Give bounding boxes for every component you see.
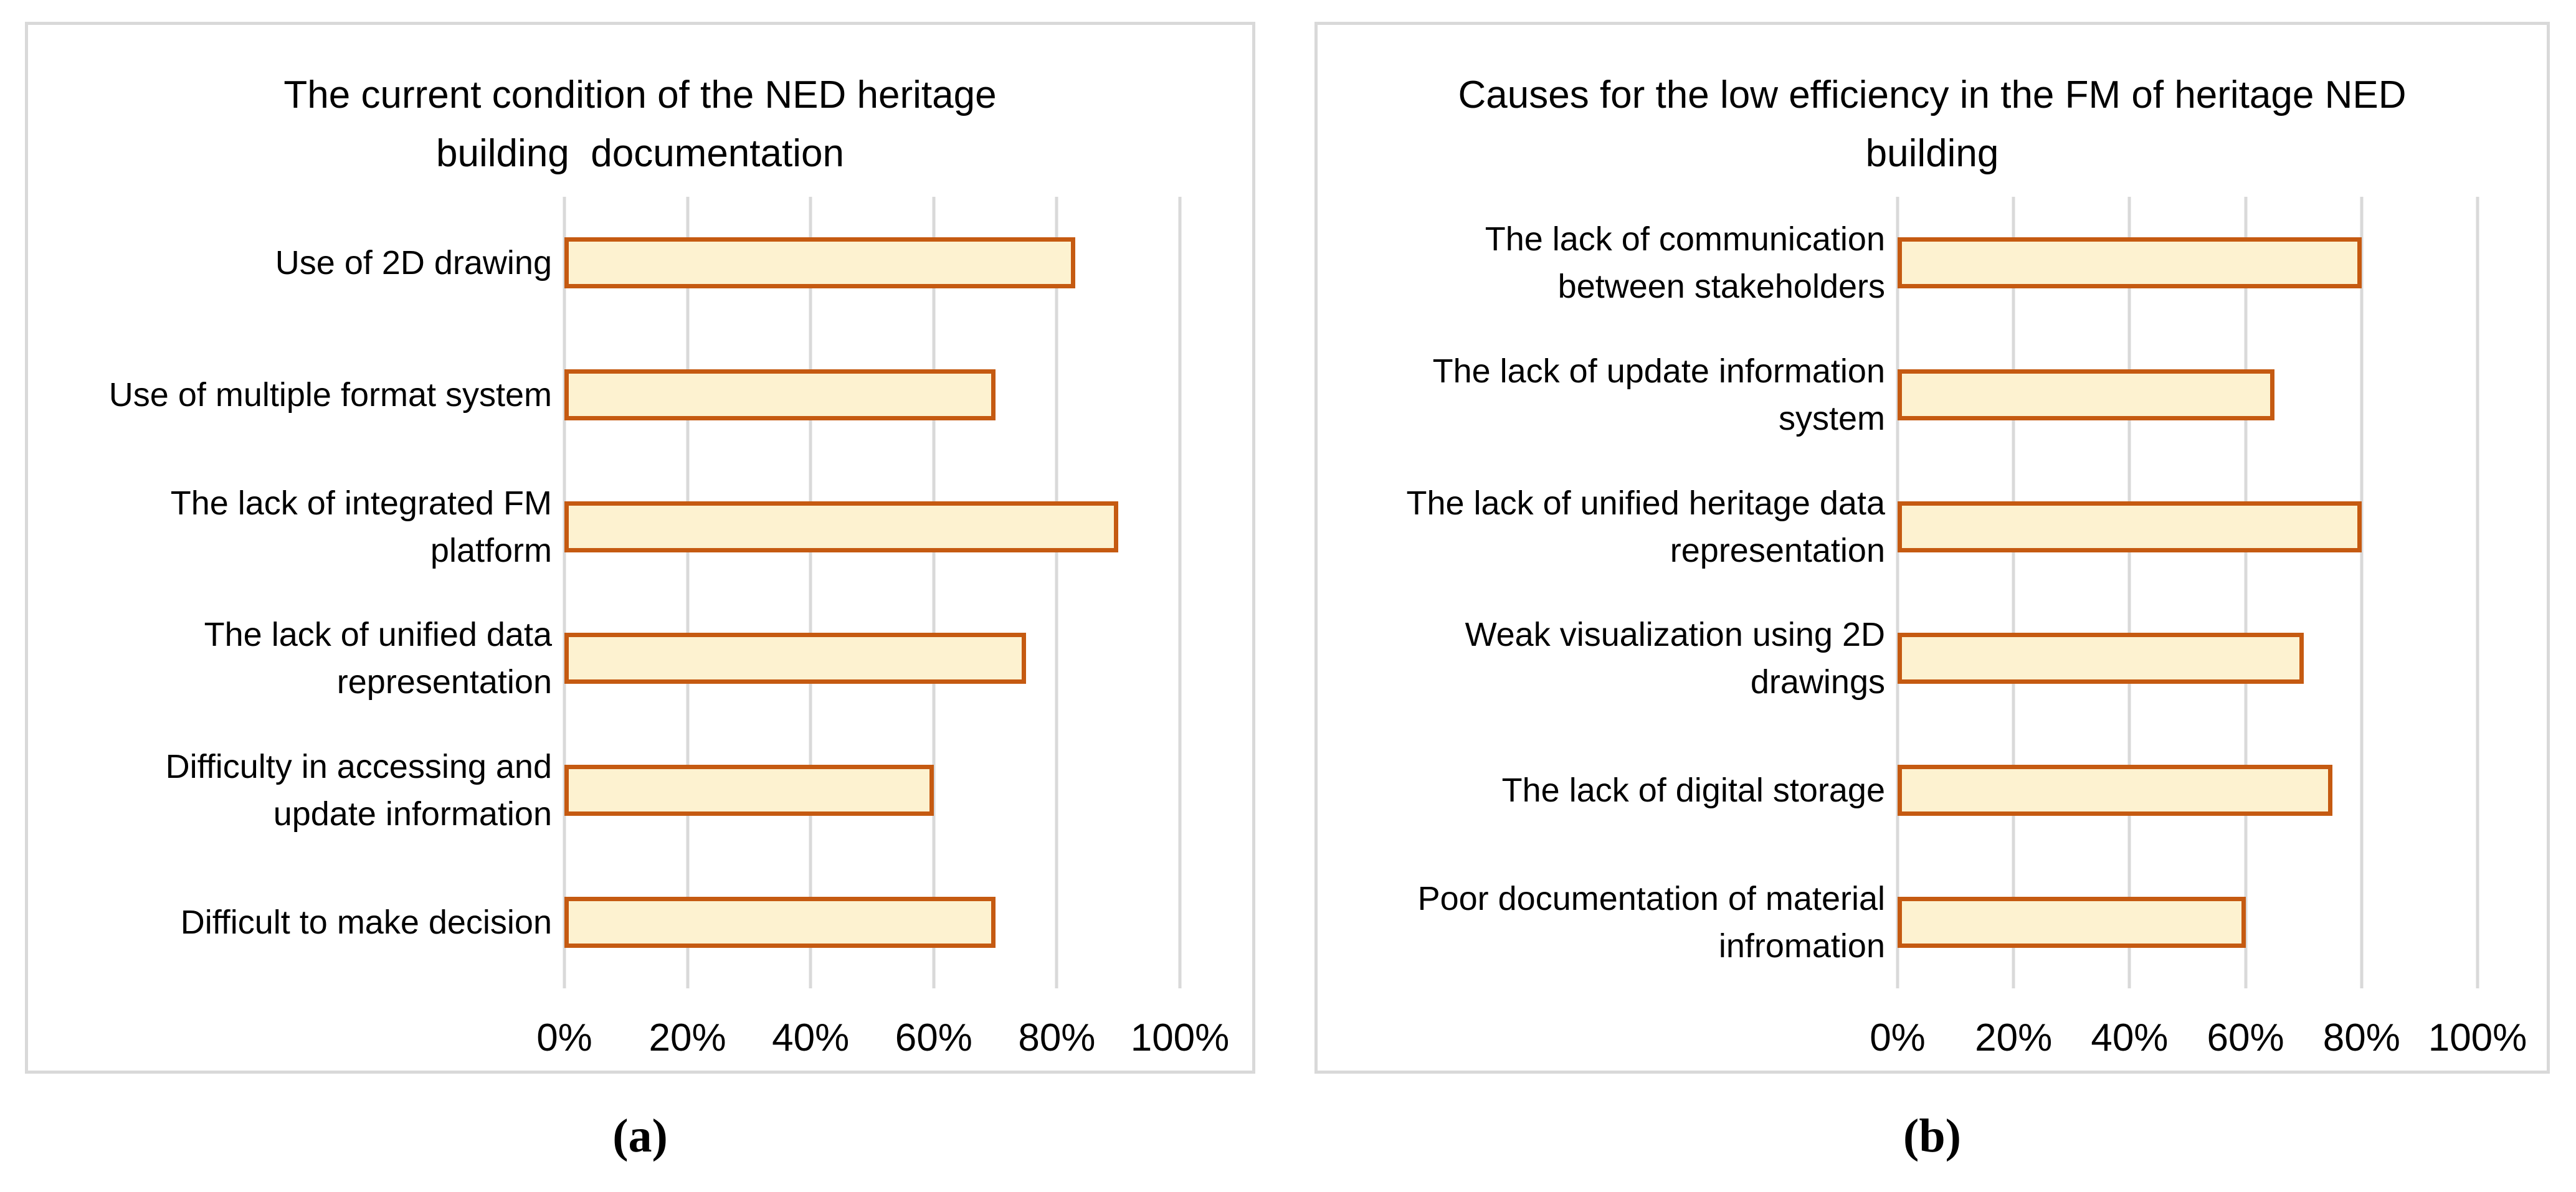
bar-track	[1898, 633, 2478, 684]
chart-panel-b: Causes for the low efficiency in the FM …	[1314, 22, 2550, 1074]
bar-track	[564, 501, 1180, 552]
axis-tick: 20%	[1975, 1016, 2053, 1059]
category-label: Use of multiple format system	[108, 376, 552, 414]
category-label: The lack of digital storage	[1501, 772, 1885, 810]
captions-row: (a) (b)	[0, 1074, 2576, 1164]
bar-track	[1898, 501, 2478, 552]
category-label: The lack of integrated FM platform	[170, 484, 552, 569]
gridline	[2476, 197, 2479, 988]
axis-tick: 60%	[895, 1016, 972, 1059]
chart-panels-row: The current condition of the NED heritag…	[25, 22, 2550, 1074]
category-label: Use of 2D drawing	[275, 244, 552, 281]
bar-a-5	[564, 897, 996, 948]
category-row: The lack of unified data representation	[28, 592, 1252, 724]
chart-title-b: Causes for the low efficiency in the FM …	[1458, 73, 2407, 175]
gridline	[2244, 197, 2248, 988]
bar-b-3	[1898, 633, 2304, 684]
category-row: The lack of integrated FM platform	[28, 461, 1252, 593]
bar-track	[1898, 237, 2478, 288]
bar-b-1	[1898, 369, 2275, 420]
category-label: The lack of communication between stakeh…	[1485, 220, 1885, 305]
bar-rows-b: The lack of communication between stakeh…	[1318, 197, 2547, 988]
axis-tick: 40%	[772, 1016, 850, 1059]
gridline	[1055, 197, 1058, 988]
bar-b-5	[1898, 897, 2246, 948]
bar-track	[564, 369, 1180, 420]
axis-tick: 80%	[2322, 1016, 2400, 1059]
category-row: Difficulty in accessing and update infor…	[28, 724, 1252, 856]
category-row: Use of multiple format system	[28, 329, 1252, 461]
gridline	[2012, 197, 2015, 988]
bar-a-4	[564, 765, 934, 816]
gridline	[686, 197, 690, 988]
category-row: Weak visualization using 2D drawings	[1318, 592, 2547, 724]
caption-a: (a)	[612, 1110, 668, 1162]
category-label: The lack of update information system	[1432, 352, 1885, 437]
category-label: Difficult to make decision	[180, 904, 552, 942]
axis-tick: 60%	[2207, 1016, 2284, 1059]
gridline	[809, 197, 812, 988]
bar-rows-a: Use of 2D drawing Use of multiple format …	[28, 197, 1252, 988]
bar-b-0	[1898, 237, 2362, 288]
bar-track	[564, 633, 1180, 684]
bar-b-4	[1898, 765, 2333, 816]
bar-track	[564, 237, 1180, 288]
bar-track	[564, 765, 1180, 816]
gridline	[1178, 197, 1182, 988]
bar-a-0	[564, 237, 1076, 288]
chart-title-a: The current condition of the NED heritag…	[283, 73, 997, 175]
axis-tick: 0%	[1870, 1016, 1926, 1059]
category-row: Poor documentation of material infromati…	[1318, 856, 2547, 988]
gridlines-a	[563, 197, 1182, 988]
chart-panel-a: The current condition of the NED heritag…	[25, 22, 1255, 1074]
bar-track	[1898, 369, 2478, 420]
category-label: Poor documentation of material infromati…	[1417, 880, 1885, 965]
bar-track	[1898, 765, 2478, 816]
gridline	[563, 197, 566, 988]
bar-b-2	[1898, 501, 2362, 552]
category-row: The lack of digital storage	[1318, 724, 2547, 856]
gridline	[1896, 197, 1899, 988]
axis-tick: 20%	[649, 1016, 726, 1059]
axis-tick: 40%	[2091, 1016, 2169, 1059]
category-row: Use of 2D drawing	[28, 197, 1252, 329]
bar-track	[564, 897, 1180, 948]
category-label: The lack of unified data representation	[204, 616, 552, 701]
gridline	[2360, 197, 2364, 988]
axis-tick: 80%	[1018, 1016, 1096, 1059]
gridline	[932, 197, 936, 988]
x-axis-a: 0% 20% 40% 60% 80% 100%	[536, 1016, 1229, 1072]
category-row: The lack of unified heritage data repres…	[1318, 461, 2547, 593]
x-axis-b: 0% 20% 40% 60% 80% 100%	[1870, 1016, 2527, 1072]
bar-track	[1898, 897, 2478, 948]
bar-a-1	[564, 369, 996, 420]
gridlines-b	[1896, 197, 2479, 988]
axis-tick: 0%	[536, 1016, 592, 1059]
axis-tick: 100%	[1130, 1016, 1230, 1059]
bar-a-3	[564, 633, 1026, 684]
category-label: The lack of unified heritage data repres…	[1406, 484, 1886, 569]
caption-b: (b)	[1903, 1110, 1961, 1162]
category-row: The lack of update information system	[1318, 329, 2547, 461]
category-row: The lack of communication between stakeh…	[1318, 197, 2547, 329]
axis-tick: 100%	[2428, 1016, 2527, 1059]
bar-a-2	[564, 501, 1119, 552]
category-row: Difficult to make decision	[28, 856, 1252, 988]
category-label: Weak visualization using 2D drawings	[1465, 616, 1885, 701]
category-label: Difficulty in accessing and update infor…	[165, 748, 552, 833]
gridline	[2127, 197, 2131, 988]
